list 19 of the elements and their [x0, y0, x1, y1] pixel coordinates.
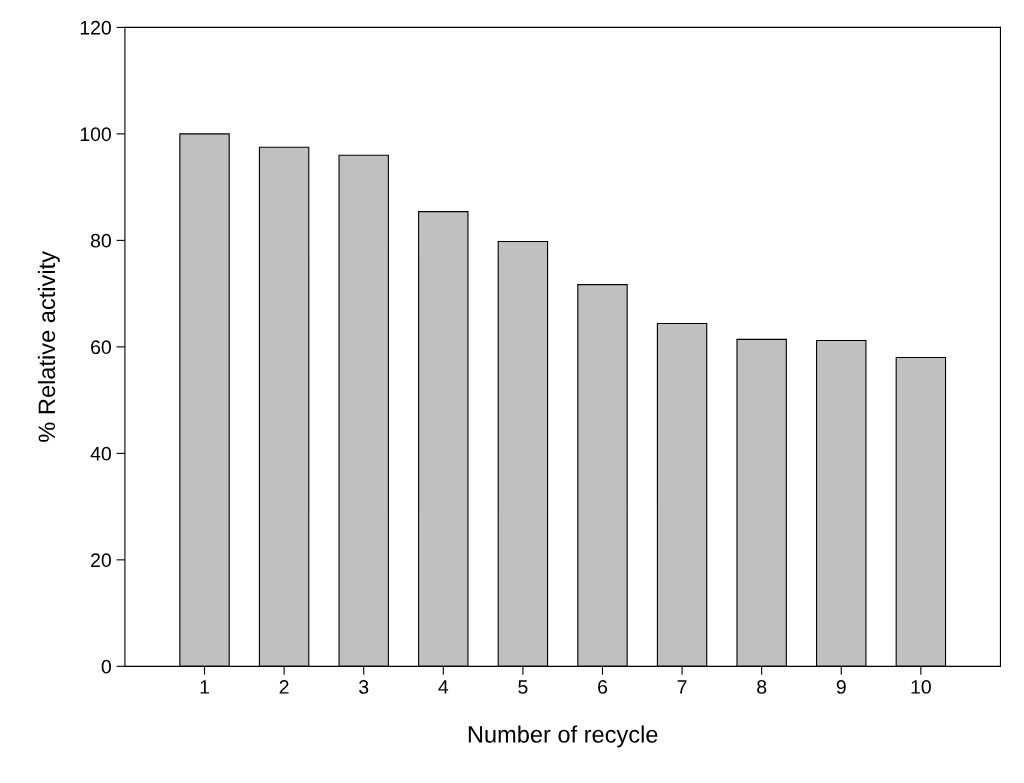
- x-tick-label: 5: [518, 680, 528, 694]
- y-tick-label: 0: [101, 659, 111, 674]
- y-tick-label: 100: [80, 127, 111, 142]
- x-tick-label: 7: [677, 680, 687, 694]
- x-tick-label: 1: [200, 680, 209, 694]
- y-tick-label: 40: [90, 446, 111, 461]
- y-tick-label: 20: [91, 553, 111, 568]
- x-tick-label: 10: [911, 680, 931, 694]
- x-tick-label: 4: [438, 680, 449, 694]
- x-tick-label: 3: [359, 680, 369, 694]
- y-axis-title: % Relative activity: [37, 251, 60, 442]
- x-tick-label: 8: [757, 680, 767, 694]
- x-tick-label: 9: [836, 680, 846, 694]
- x-axis-title: Number of recycle: [468, 725, 658, 748]
- y-tick-label: 120: [80, 20, 111, 35]
- x-tick-label: 2: [279, 680, 289, 694]
- y-tick-label: 80: [90, 233, 111, 248]
- y-tick-label: 60: [91, 340, 111, 355]
- x-tick-label: 6: [598, 680, 608, 694]
